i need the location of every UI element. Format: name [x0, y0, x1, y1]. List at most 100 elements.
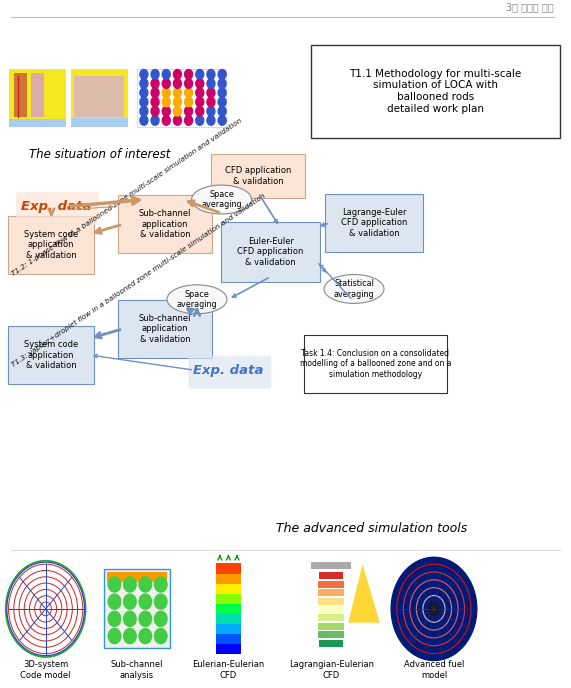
Circle shape [196, 97, 204, 107]
Circle shape [154, 577, 167, 592]
Circle shape [140, 69, 148, 79]
Text: Exp. data: Exp. data [193, 364, 264, 376]
Circle shape [140, 78, 148, 88]
FancyBboxPatch shape [8, 326, 94, 384]
Circle shape [154, 611, 167, 626]
Text: The advanced simulation tools: The advanced simulation tools [276, 522, 467, 535]
Circle shape [218, 88, 226, 98]
Circle shape [207, 116, 215, 125]
Text: Eulerian-Eulerian
CFD: Eulerian-Eulerian CFD [192, 660, 264, 680]
Circle shape [108, 611, 121, 626]
Circle shape [140, 88, 148, 98]
Circle shape [207, 107, 215, 116]
FancyBboxPatch shape [8, 216, 94, 274]
Ellipse shape [167, 285, 227, 314]
FancyBboxPatch shape [118, 300, 212, 358]
FancyBboxPatch shape [9, 118, 66, 127]
Text: T1.1 Methodology for multi-scale
simulation of LOCA with
ballooned rods
detailed: T1.1 Methodology for multi-scale simulat… [349, 69, 521, 114]
Text: 3장 국내외 동향: 3장 국내외 동향 [506, 1, 554, 12]
Text: T1.2: 1-phase flow in a ballooned zone multi-scale simulation and validation: T1.2: 1-phase flow in a ballooned zone m… [11, 117, 243, 277]
Text: Exp. data: Exp. data [21, 200, 91, 213]
Circle shape [108, 577, 121, 592]
FancyBboxPatch shape [311, 562, 351, 569]
Circle shape [196, 107, 204, 116]
Circle shape [174, 78, 182, 88]
FancyBboxPatch shape [325, 194, 423, 252]
Circle shape [123, 594, 136, 610]
FancyBboxPatch shape [16, 192, 99, 225]
FancyBboxPatch shape [137, 69, 226, 127]
Circle shape [184, 97, 192, 107]
Circle shape [154, 629, 167, 644]
Text: System code
application
& validation: System code application & validation [24, 230, 78, 260]
Circle shape [151, 88, 159, 98]
Circle shape [140, 107, 148, 116]
FancyBboxPatch shape [188, 356, 271, 389]
Text: 3D-system
Code model: 3D-system Code model [21, 660, 71, 680]
Circle shape [140, 97, 148, 107]
Circle shape [151, 97, 159, 107]
Text: Lagrange-Euler
CFD application
& validation: Lagrange-Euler CFD application & validat… [341, 208, 408, 238]
Circle shape [162, 69, 170, 79]
Circle shape [151, 107, 159, 116]
Circle shape [196, 78, 204, 88]
Circle shape [184, 116, 192, 125]
FancyBboxPatch shape [216, 603, 241, 614]
Circle shape [162, 78, 170, 88]
Circle shape [123, 611, 136, 626]
Text: Statistical
averaging: Statistical averaging [333, 279, 375, 299]
Circle shape [391, 557, 477, 660]
Text: T1.3: vapour+droplet flow in a ballooned zone multi-scale simulation and validat: T1.3: vapour+droplet flow in a ballooned… [11, 193, 267, 368]
FancyBboxPatch shape [311, 45, 560, 138]
Circle shape [184, 107, 192, 116]
Circle shape [218, 116, 226, 125]
Circle shape [151, 69, 159, 79]
Circle shape [207, 78, 215, 88]
Circle shape [207, 69, 215, 79]
Polygon shape [348, 564, 380, 623]
FancyBboxPatch shape [74, 76, 124, 117]
Ellipse shape [324, 275, 384, 303]
Text: The situation of interest: The situation of interest [29, 148, 171, 161]
FancyBboxPatch shape [319, 572, 343, 579]
Text: Advanced fuel
model: Advanced fuel model [404, 660, 464, 680]
Circle shape [428, 602, 440, 616]
Circle shape [196, 88, 204, 98]
Circle shape [184, 78, 192, 88]
Circle shape [174, 107, 182, 116]
FancyBboxPatch shape [319, 640, 343, 647]
Circle shape [162, 97, 170, 107]
Text: System code
application
& validation: System code application & validation [24, 340, 78, 370]
Circle shape [140, 116, 148, 125]
Circle shape [108, 629, 121, 644]
FancyBboxPatch shape [216, 623, 241, 634]
Circle shape [218, 97, 226, 107]
FancyBboxPatch shape [318, 623, 344, 630]
Text: Euler-Euler
CFD application
& validation: Euler-Euler CFD application & validation [238, 237, 304, 267]
FancyBboxPatch shape [216, 633, 241, 644]
FancyBboxPatch shape [31, 73, 44, 117]
Circle shape [108, 594, 121, 610]
FancyBboxPatch shape [318, 589, 344, 596]
Text: Task 1.4: Conclusion on a consolidated
modelling of a ballooned zone and on a
si: Task 1.4: Conclusion on a consolidated m… [300, 349, 451, 379]
FancyBboxPatch shape [71, 69, 128, 127]
FancyBboxPatch shape [216, 563, 241, 574]
Text: Lagrangian-Eulerian
CFD: Lagrangian-Eulerian CFD [289, 660, 373, 680]
Text: Sub-channel
application
& validation: Sub-channel application & validation [139, 314, 191, 344]
FancyBboxPatch shape [104, 570, 170, 648]
FancyBboxPatch shape [319, 614, 344, 621]
Circle shape [154, 594, 167, 610]
FancyBboxPatch shape [9, 69, 66, 127]
Circle shape [207, 97, 215, 107]
Circle shape [218, 107, 226, 116]
Circle shape [196, 116, 204, 125]
FancyBboxPatch shape [71, 118, 128, 127]
Circle shape [184, 88, 192, 98]
FancyBboxPatch shape [319, 632, 344, 638]
Text: CFD application
& validation: CFD application & validation [225, 166, 291, 186]
FancyBboxPatch shape [216, 593, 241, 604]
Circle shape [174, 88, 182, 98]
Circle shape [174, 97, 182, 107]
Circle shape [162, 107, 170, 116]
FancyBboxPatch shape [107, 572, 167, 581]
